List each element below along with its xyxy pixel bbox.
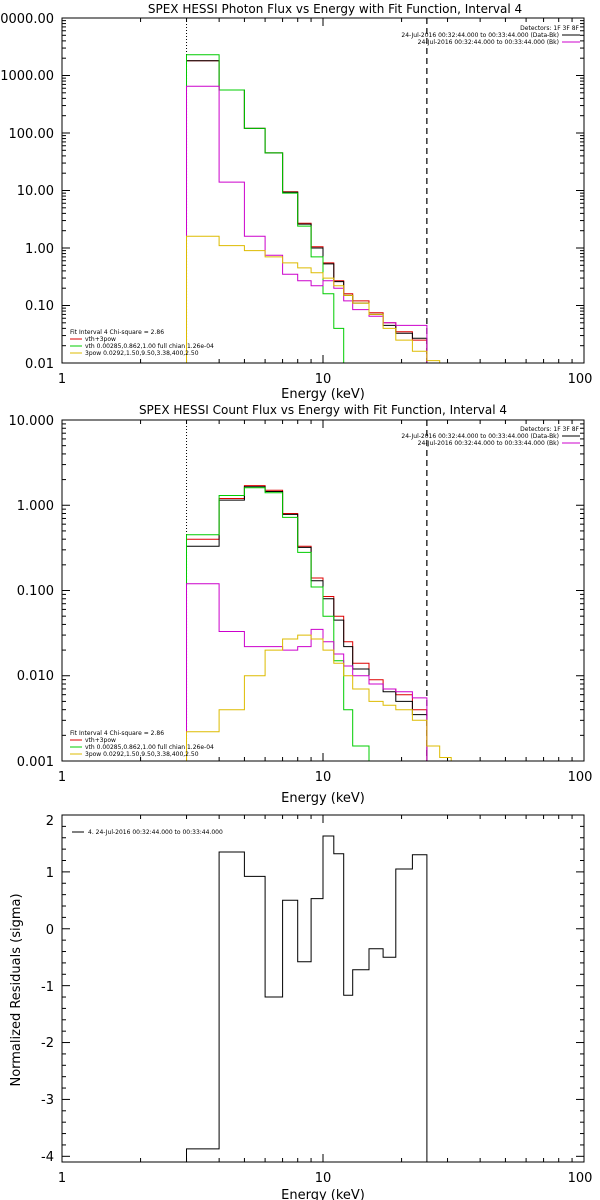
count-x-tick: 10 xyxy=(315,770,332,785)
photon-series-line-2 xyxy=(186,54,353,364)
photon-x-axis-label: Energy (keV) xyxy=(281,387,365,402)
photon-y-tick: 1.00 xyxy=(25,242,54,257)
residuals-frame xyxy=(61,814,585,1163)
count-flux-panel: SPEX HESSI Count Flux vs Energy with Fit… xyxy=(9,403,593,806)
residuals-y-tick: -4 xyxy=(41,1150,54,1165)
photon-legend-entry: vth 0.00285,0.862,1.00 full chian 1.26e-… xyxy=(85,343,214,350)
residuals-y-tick: -3 xyxy=(41,1093,54,1108)
residuals-legend-entry: 4. 24-Jul-2016 00:32:44.000 to 00:33:44.… xyxy=(88,829,223,836)
residuals-series-line-0 xyxy=(186,835,428,1162)
photon-legend-entry: vth+3pow xyxy=(85,336,116,343)
photon-legend-entry: 24-Jul-2016 00:32:44.000 to 00:33:44.000… xyxy=(418,39,559,46)
photon-x-tick: 1 xyxy=(58,372,66,387)
photon-y-tick: 0.10 xyxy=(25,299,54,314)
photon-y-tick: 10.00 xyxy=(17,184,54,199)
residuals-y-tick: 2 xyxy=(46,814,54,829)
count-legend-entry: 3pow 0.0292,1.50,9.50,3.38,400,2.50 xyxy=(85,751,199,758)
count-x-tick: 100 xyxy=(568,770,593,785)
count-legend-entry: vth+3pow xyxy=(85,737,116,744)
count-flux-plot-area xyxy=(61,420,584,762)
residuals-x-tick: 1 xyxy=(58,1171,66,1186)
residuals-panel: -4 -3 -2 -1 0 1 2 1 10 100 Energy (keV) … xyxy=(9,814,592,1200)
count-series-line-2 xyxy=(186,487,370,761)
count-fit-header: Fit Interval 4 Chi-square = 2.86 xyxy=(70,730,164,737)
photon-legend-header: Detectors: 1F 3F 8F xyxy=(520,25,579,32)
photon-legend-bottom-left: Fit Interval 4 Chi-square = 2.86 vth+3po… xyxy=(70,329,214,357)
count-flux-frame xyxy=(61,419,585,762)
count-legend-top-right: Detectors: 1F 3F 8F 24-Jul-2016 00:32:44… xyxy=(401,426,580,447)
residuals-y-axis-label: Normalized Residuals (sigma) xyxy=(9,893,24,1086)
photon-flux-frame xyxy=(61,17,585,364)
count-legend-entry: 24-Jul-2016 00:32:44.000 to 00:33:44.000… xyxy=(401,433,559,440)
count-legend-entry: 24-Jul-2016 00:32:44.000 to 00:33:44.000… xyxy=(418,440,559,447)
photon-legend-entry: 3pow 0.0292,1.50,9.50,3.38,400,2.50 xyxy=(85,350,199,357)
photon-series-line-4 xyxy=(186,235,452,364)
photon-series-line-0 xyxy=(186,60,428,363)
photon-fit-header: Fit Interval 4 Chi-square = 2.86 xyxy=(70,329,164,336)
photon-flux-title: SPEX HESSI Photon Flux vs Energy with Fi… xyxy=(148,2,522,16)
photon-series-line-1 xyxy=(186,60,428,363)
residuals-y-tick: -2 xyxy=(41,1036,54,1051)
count-y-tick: 0.010 xyxy=(17,669,54,684)
residuals-y-tick: 1 xyxy=(46,866,54,881)
count-y-tick: 1.000 xyxy=(17,499,54,514)
residuals-y-tick: 0 xyxy=(46,923,54,938)
photon-series-line-3 xyxy=(186,85,428,363)
photon-legend-entry: 24-Jul-2016 00:32:44.000 to 00:33:44.000… xyxy=(401,32,559,39)
count-y-tick: 0.001 xyxy=(17,755,54,770)
count-x-axis-label: Energy (keV) xyxy=(281,791,365,806)
photon-flux-panel: SPEX HESSI Photon Flux vs Energy with Fi… xyxy=(0,2,592,402)
count-y-tick: 0.100 xyxy=(17,584,54,599)
photon-flux-plot-area xyxy=(61,18,584,364)
count-series-line-1 xyxy=(186,486,428,761)
count-legend-header: Detectors: 1F 3F 8F xyxy=(520,426,579,433)
photon-x-tick: 100 xyxy=(568,372,593,387)
photon-legend-top-right: Detectors: 1F 3F 8F 24-Jul-2016 00:32:44… xyxy=(401,25,580,46)
photon-y-tick: 0000.00 xyxy=(0,12,54,27)
count-series-line-3 xyxy=(186,583,428,761)
count-series-line-0 xyxy=(186,485,428,761)
count-y-tick: 10.000 xyxy=(9,414,55,429)
photon-x-tick: 10 xyxy=(315,372,332,387)
residuals-y-tick: -1 xyxy=(41,980,54,995)
count-legend-entry: vth 0.00285,0.862,1.00 full chian 1.26e-… xyxy=(85,744,214,751)
count-series-line-4 xyxy=(186,634,452,761)
photon-y-tick: 0.01 xyxy=(25,357,54,372)
residuals-x-tick: 10 xyxy=(315,1171,332,1186)
residuals-legend: 4. 24-Jul-2016 00:32:44.000 to 00:33:44.… xyxy=(72,829,223,836)
residuals-plot-area xyxy=(61,814,584,1162)
photon-y-tick: 100.00 xyxy=(9,127,55,142)
count-flux-title: SPEX HESSI Count Flux vs Energy with Fit… xyxy=(139,403,507,417)
count-legend-bottom-left: Fit Interval 4 Chi-square = 2.86 vth+3po… xyxy=(70,730,214,758)
count-x-tick: 1 xyxy=(58,770,66,785)
residuals-x-tick: 100 xyxy=(568,1171,593,1186)
residuals-x-axis-label: Energy (keV) xyxy=(281,1188,365,1200)
photon-y-tick: 1000.00 xyxy=(0,69,54,84)
